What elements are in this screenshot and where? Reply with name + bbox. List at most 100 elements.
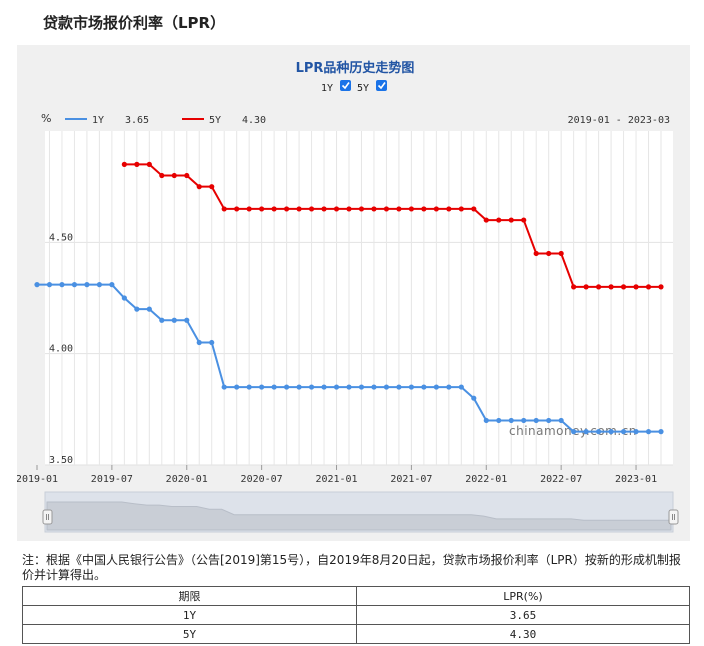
data-point-1y[interactable] <box>571 429 577 435</box>
data-point-5y[interactable] <box>321 206 327 212</box>
data-point-5y[interactable] <box>184 172 190 179</box>
data-point-5y[interactable] <box>571 284 577 290</box>
data-point-1y[interactable] <box>333 384 340 390</box>
data-point-1y[interactable] <box>284 384 290 390</box>
data-point-5y[interactable] <box>209 184 215 190</box>
data-point-5y[interactable] <box>159 172 165 179</box>
data-point-5y[interactable] <box>533 250 539 257</box>
data-point-1y[interactable] <box>633 429 639 435</box>
data-point-5y[interactable] <box>583 284 589 290</box>
data-point-1y[interactable] <box>620 429 627 435</box>
data-point-1y[interactable] <box>583 429 589 435</box>
data-point-5y[interactable] <box>645 284 652 290</box>
data-point-1y[interactable] <box>259 384 265 390</box>
data-point-5y[interactable] <box>483 217 489 223</box>
data-point-1y[interactable] <box>121 295 127 301</box>
data-point-1y[interactable] <box>321 384 327 390</box>
navigator-right-handle[interactable] <box>668 509 679 525</box>
data-point-1y[interactable] <box>546 417 552 424</box>
data-point-5y[interactable] <box>171 172 177 179</box>
data-point-1y[interactable] <box>558 417 564 424</box>
data-point-5y[interactable] <box>246 206 252 212</box>
data-point-1y[interactable] <box>246 384 252 390</box>
data-point-1y[interactable] <box>408 384 414 390</box>
data-point-1y[interactable] <box>146 306 152 312</box>
data-point-1y[interactable] <box>483 417 489 424</box>
data-point-1y[interactable] <box>171 317 177 323</box>
data-point-1y[interactable] <box>396 384 402 390</box>
data-point-5y[interactable] <box>558 250 564 257</box>
data-point-1y[interactable] <box>658 429 664 435</box>
data-point-5y[interactable] <box>259 206 265 212</box>
data-point-5y[interactable] <box>196 184 202 190</box>
data-point-5y[interactable] <box>333 206 340 212</box>
data-point-1y[interactable] <box>308 384 315 390</box>
data-point-1y[interactable] <box>433 384 439 390</box>
data-point-1y[interactable] <box>221 384 227 390</box>
data-point-5y[interactable] <box>296 206 302 212</box>
data-point-5y[interactable] <box>546 250 552 257</box>
data-point-1y[interactable] <box>159 317 165 323</box>
data-point-5y[interactable] <box>284 206 290 212</box>
data-point-1y[interactable] <box>109 282 115 288</box>
data-point-5y[interactable] <box>458 206 464 212</box>
data-point-1y[interactable] <box>96 282 102 288</box>
data-point-1y[interactable] <box>234 384 240 390</box>
data-point-1y[interactable] <box>496 417 502 424</box>
data-point-1y[interactable] <box>71 282 78 288</box>
data-point-1y[interactable] <box>383 384 390 390</box>
data-point-5y[interactable] <box>308 206 315 212</box>
data-point-1y[interactable] <box>184 317 190 323</box>
data-point-5y[interactable] <box>608 284 614 290</box>
data-point-1y[interactable] <box>421 384 427 390</box>
data-point-1y[interactable] <box>134 306 140 312</box>
data-point-1y[interactable] <box>608 429 614 435</box>
data-point-5y[interactable] <box>396 206 402 212</box>
data-point-1y[interactable] <box>196 339 202 346</box>
data-point-5y[interactable] <box>620 284 627 290</box>
data-point-5y[interactable] <box>271 206 277 212</box>
data-point-5y[interactable] <box>446 206 452 212</box>
data-point-1y[interactable] <box>34 282 40 288</box>
data-point-1y[interactable] <box>271 384 277 390</box>
data-point-5y[interactable] <box>421 206 427 212</box>
data-point-1y[interactable] <box>59 282 65 288</box>
data-point-5y[interactable] <box>371 206 377 212</box>
data-point-1y[interactable] <box>46 282 53 288</box>
data-point-1y[interactable] <box>533 417 539 424</box>
data-point-1y[interactable] <box>84 282 90 288</box>
data-point-5y[interactable] <box>658 284 664 290</box>
navigator-left-handle[interactable] <box>42 509 53 525</box>
data-point-1y[interactable] <box>645 429 652 435</box>
data-point-1y[interactable] <box>209 339 215 346</box>
toggle-5y-checkbox[interactable] <box>376 80 387 91</box>
data-point-5y[interactable] <box>221 206 227 212</box>
data-point-5y[interactable] <box>508 217 514 223</box>
data-point-5y[interactable] <box>408 206 414 212</box>
data-point-5y[interactable] <box>234 206 240 212</box>
data-point-1y[interactable] <box>371 384 377 390</box>
data-point-5y[interactable] <box>146 161 152 167</box>
data-point-5y[interactable] <box>121 161 127 167</box>
data-point-5y[interactable] <box>383 206 390 212</box>
data-point-1y[interactable] <box>521 417 527 424</box>
data-point-5y[interactable] <box>134 161 140 167</box>
data-point-1y[interactable] <box>471 395 477 401</box>
range-navigator[interactable] <box>42 491 679 533</box>
data-point-5y[interactable] <box>346 206 352 212</box>
data-point-1y[interactable] <box>346 384 352 390</box>
data-point-1y[interactable] <box>458 384 464 390</box>
toggle-1y-checkbox[interactable] <box>340 80 351 91</box>
data-point-5y[interactable] <box>496 217 502 223</box>
data-point-5y[interactable] <box>596 284 602 290</box>
data-point-5y[interactable] <box>358 206 365 212</box>
data-point-5y[interactable] <box>633 284 639 290</box>
data-point-5y[interactable] <box>433 206 439 212</box>
data-point-5y[interactable] <box>471 206 477 212</box>
data-point-1y[interactable] <box>508 417 514 424</box>
data-point-1y[interactable] <box>358 384 365 390</box>
data-point-1y[interactable] <box>596 429 602 435</box>
data-point-1y[interactable] <box>446 384 452 390</box>
data-point-1y[interactable] <box>296 384 302 390</box>
data-point-5y[interactable] <box>521 217 527 223</box>
